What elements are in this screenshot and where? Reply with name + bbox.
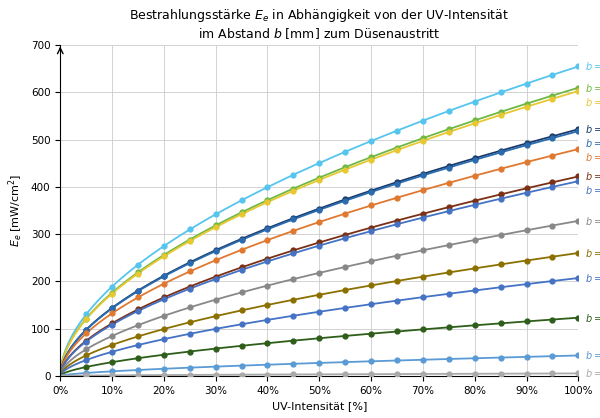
Text: $b = 50$: $b = 50$ — [585, 272, 600, 284]
Title: Bestrahlungsstärke $E_e$ in Abhängigkeit von der UV-Intensität
im Abstand $b$ [m: Bestrahlungsstärke $E_e$ in Abhängigkeit… — [129, 7, 509, 41]
Text: $b = 0$: $b = 0$ — [585, 184, 600, 196]
Text: $b = 30$: $b = 30$ — [585, 123, 600, 135]
Text: $b = 40$: $b = 40$ — [585, 215, 600, 227]
Text: $b = 150$: $b = 150$ — [585, 367, 600, 380]
Text: $b = 60$: $b = 60$ — [585, 312, 600, 324]
Y-axis label: $E_e$ [mW/cm$^2$]: $E_e$ [mW/cm$^2$] — [7, 174, 25, 247]
Text: $b = 80$: $b = 80$ — [585, 349, 600, 362]
Text: $b = 10$: $b = 10$ — [585, 137, 600, 149]
Text: $b = 35$: $b = 35$ — [585, 171, 600, 183]
Text: $b = 15$: $b = 15$ — [585, 96, 600, 108]
X-axis label: UV-Intensität [%]: UV-Intensität [%] — [272, 401, 367, 411]
Text: $b = 45$: $b = 45$ — [585, 247, 600, 259]
Text: $b = 20$: $b = 20$ — [585, 61, 600, 72]
Text: $b = 5$: $b = 5$ — [585, 151, 600, 163]
Text: $b = 25$: $b = 25$ — [585, 82, 600, 94]
